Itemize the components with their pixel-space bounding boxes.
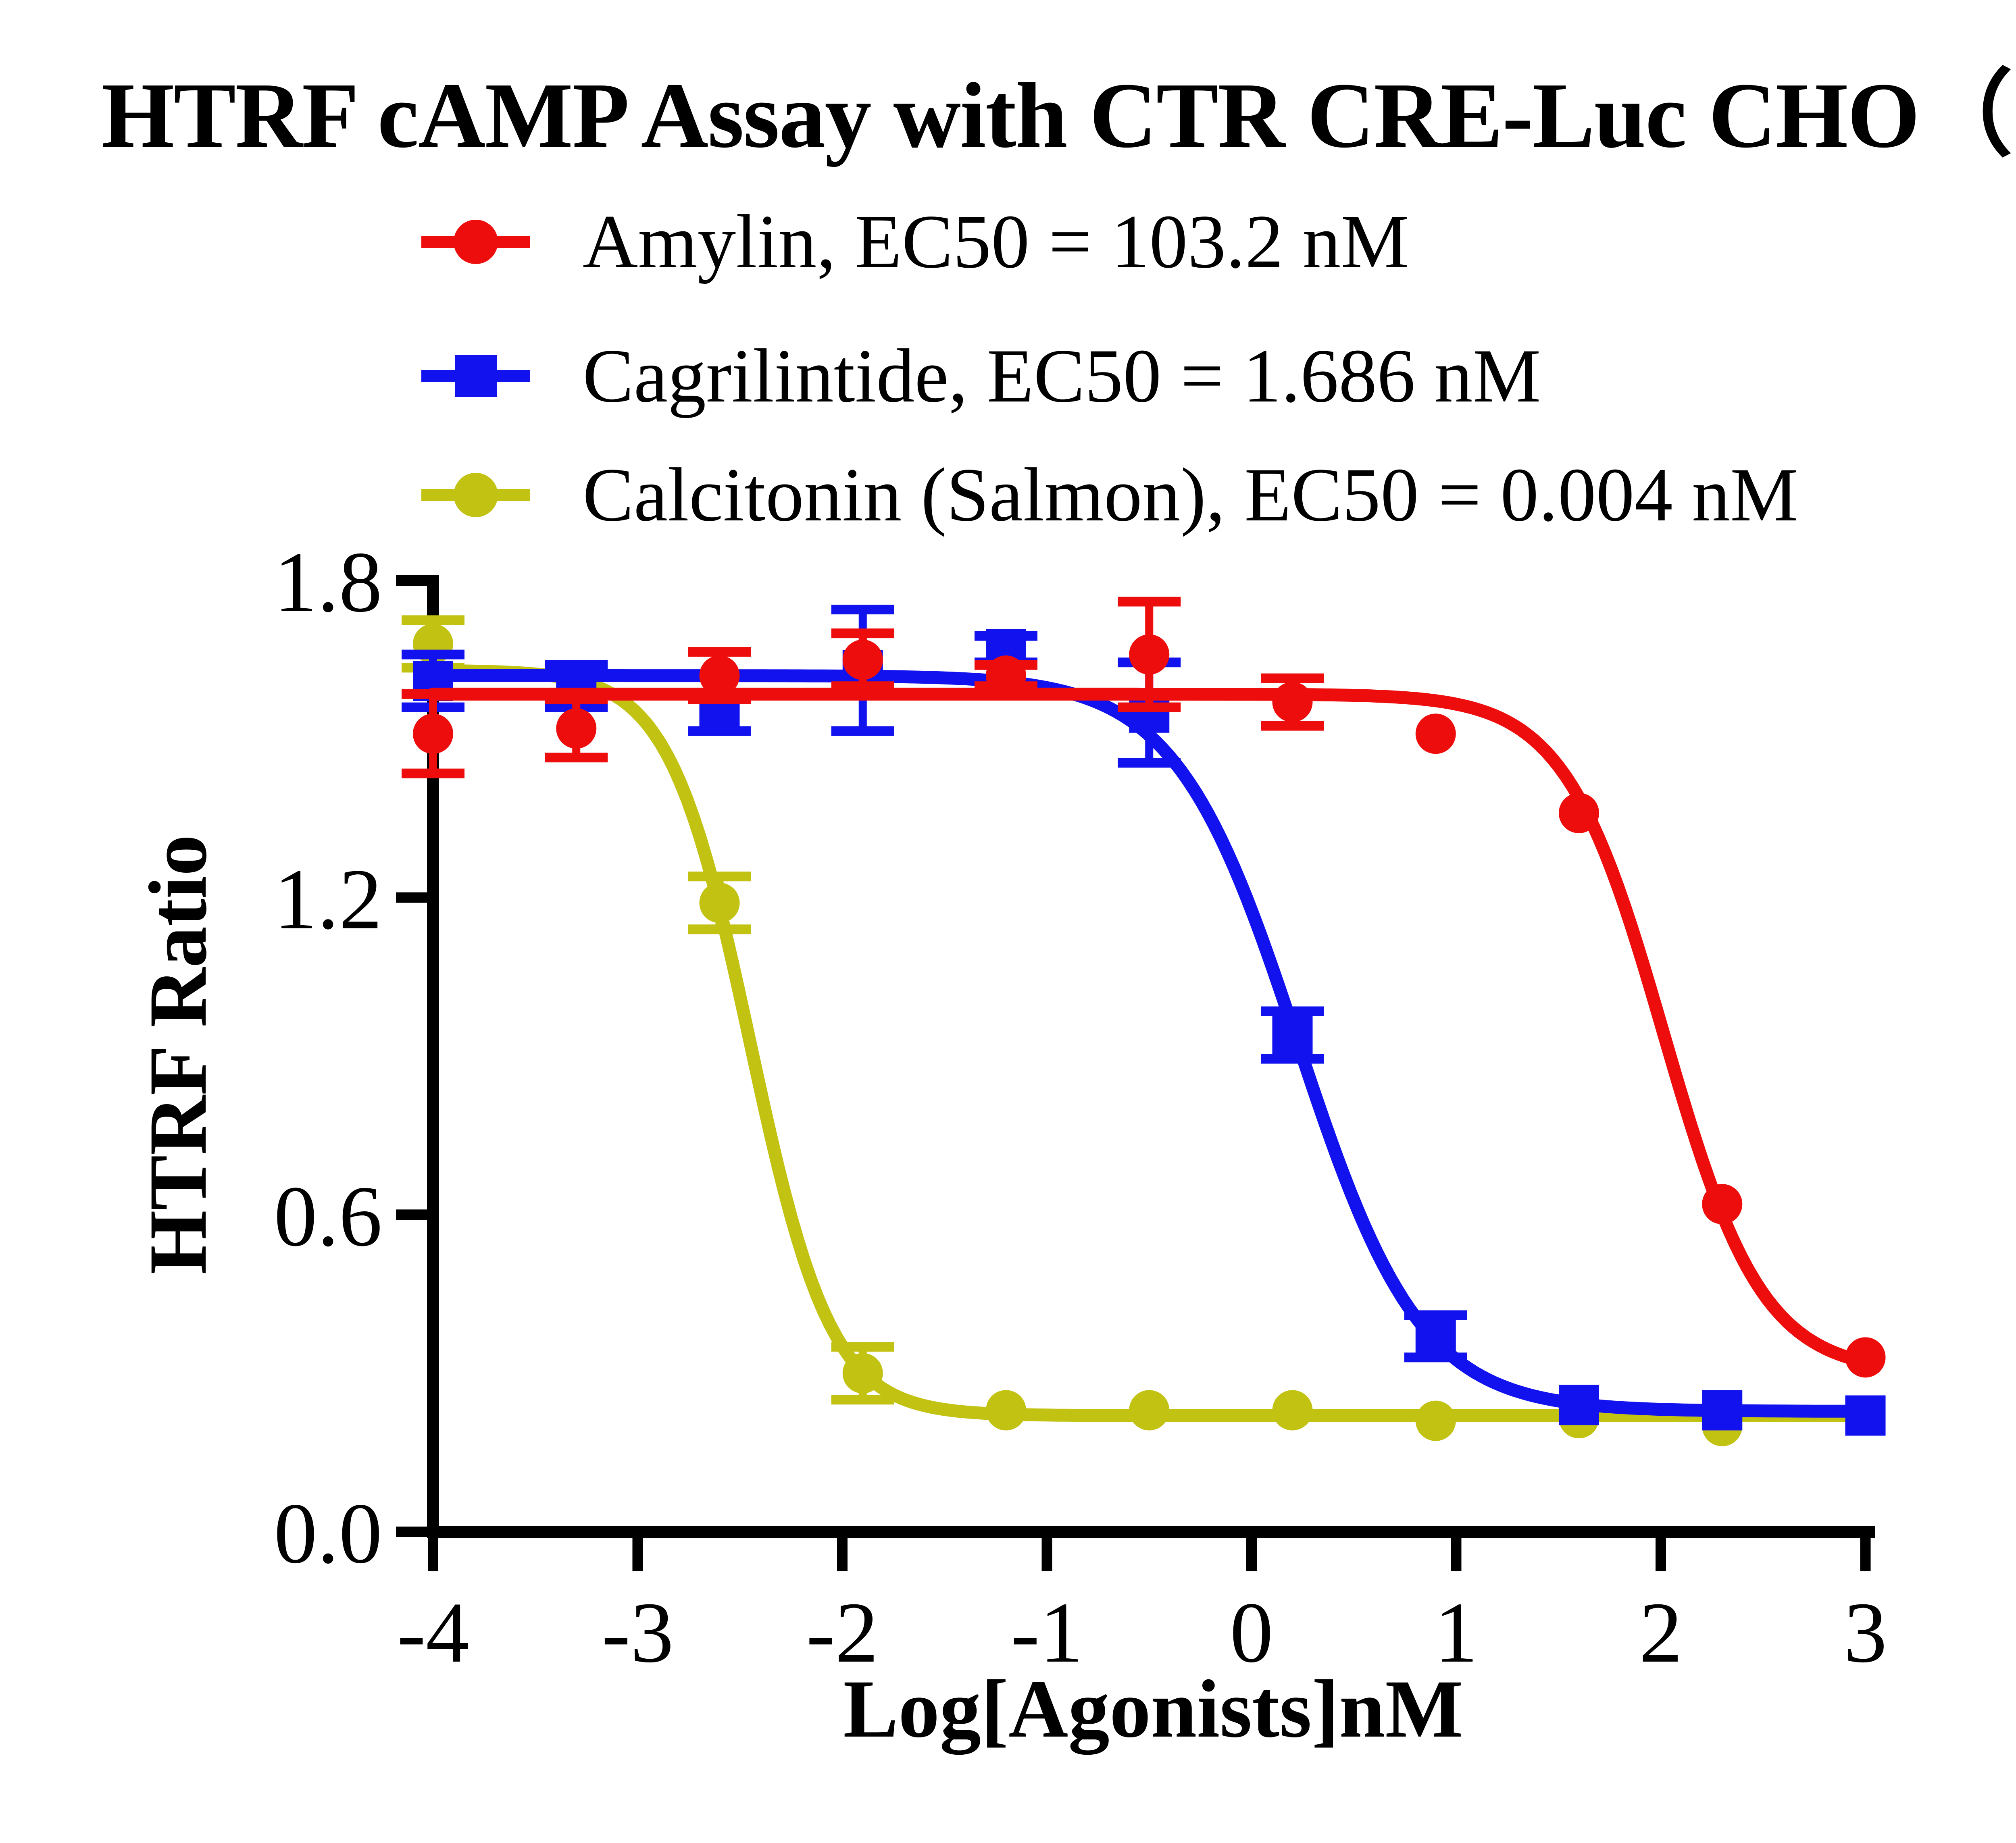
x-tick-label: -3 (602, 1584, 674, 1681)
fit-curve (427, 669, 1872, 1418)
legend-marker-square-blue (421, 355, 530, 397)
y-tick-label: 0.0 (274, 1485, 382, 1581)
legend-square-icon (455, 355, 497, 397)
legend-label: Cagrilintide, EC50 = 1.686 nM (583, 334, 1541, 418)
data-point-square (1702, 1390, 1743, 1431)
data-point-circle (1415, 713, 1456, 754)
data-point-circle (1129, 634, 1170, 675)
fit-curve (427, 687, 1872, 1369)
x-tick-label: 3 (1844, 1584, 1887, 1681)
x-tick-label: -4 (397, 1584, 469, 1681)
legend-row-amylin: Amylin, EC50 = 103.2 nM (419, 204, 1409, 280)
legend-row-cagrilintide: Cagrilintide, EC50 = 1.686 nM (419, 338, 1541, 414)
legend-marker-circle-yellow (421, 473, 530, 517)
data-point-square (1415, 1316, 1456, 1356)
data-point-circle (986, 655, 1026, 696)
legend-circle-icon (454, 220, 498, 264)
y-tick-label: 1.2 (274, 851, 382, 947)
legend-label: Calcitonin (Salmon), EC50 = 0.004 nM (583, 453, 1799, 537)
data-point-circle (1559, 793, 1599, 833)
chart-title: HTRF cAMP Assay with CTR CRE-Luc CHO（C1） (102, 64, 2016, 167)
x-tick-label: 1 (1435, 1584, 1478, 1681)
data-point-circle (842, 1353, 883, 1394)
data-point-circle (1272, 1390, 1313, 1431)
x-tick-label: 0 (1230, 1584, 1273, 1681)
x-tick-label: -1 (1011, 1584, 1083, 1681)
legend-label: Amylin, EC50 = 103.2 nM (583, 200, 1409, 284)
data-point-circle (699, 882, 740, 923)
fit-curve (427, 664, 1872, 1422)
legend-marker-circle-red (421, 220, 530, 264)
data-point-square (1845, 1395, 1886, 1436)
y-tick-label: 0.6 (274, 1168, 382, 1264)
series-amylin (402, 597, 1886, 1378)
data-point-circle (1272, 682, 1313, 722)
data-point-circle (842, 639, 883, 680)
data-point-circle (986, 1390, 1026, 1431)
data-point-circle (1702, 1184, 1743, 1225)
data-point-circle (699, 655, 740, 696)
y-tick-label: 1.8 (274, 534, 382, 630)
data-point-circle (1845, 1337, 1886, 1378)
x-axis-title: Log[Agonists]nM (843, 1663, 1463, 1755)
data-point-square (1272, 1015, 1313, 1055)
legend-circle-icon (454, 473, 498, 517)
data-point-circle (1129, 1390, 1170, 1431)
data-point-circle (413, 713, 453, 754)
data-point-circle (1415, 1400, 1456, 1441)
legend-row-calcitonin: Calcitonin (Salmon), EC50 = 0.004 nM (419, 457, 1798, 533)
data-point-circle (556, 708, 597, 749)
x-tick-label: 2 (1639, 1584, 1683, 1681)
x-tick-label: -2 (806, 1584, 878, 1681)
data-point-square (1559, 1385, 1599, 1425)
